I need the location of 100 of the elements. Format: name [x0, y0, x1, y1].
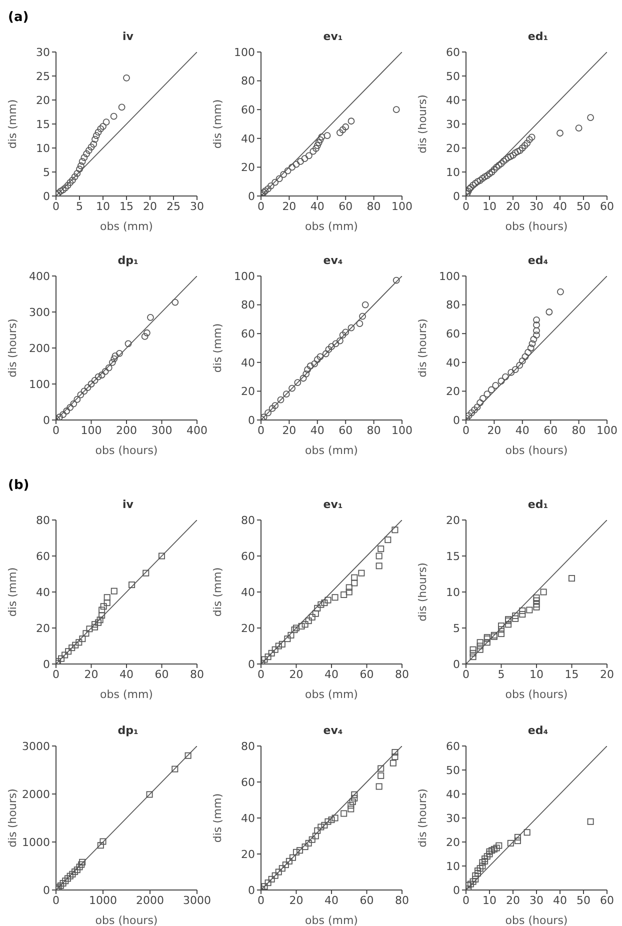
point — [351, 791, 358, 798]
x-tick-label: 0 — [462, 894, 470, 907]
point — [267, 182, 274, 190]
point — [71, 173, 78, 180]
y-tick-label: 10 — [446, 586, 460, 599]
point — [348, 118, 355, 125]
point — [314, 356, 321, 363]
x-tick-label: 0 — [52, 200, 60, 213]
point — [289, 854, 296, 861]
x-tick-label: 400 — [186, 424, 208, 437]
point — [507, 840, 514, 846]
point — [300, 374, 307, 382]
point — [184, 752, 192, 759]
point — [342, 328, 350, 336]
point — [84, 384, 92, 392]
point — [88, 144, 95, 150]
y-tick-label: 20 — [241, 385, 255, 398]
point — [95, 619, 102, 626]
chart-title: iv — [122, 498, 134, 511]
point — [305, 618, 312, 624]
x-tick-label: 50 — [576, 200, 590, 213]
point — [351, 574, 358, 581]
point — [60, 411, 66, 418]
point — [392, 526, 398, 534]
point — [512, 615, 519, 622]
point — [488, 386, 495, 394]
y-tick-label: 25 — [36, 70, 50, 83]
y-tick-label: 60 — [241, 776, 255, 789]
point — [348, 806, 354, 812]
y-tick-label: 30 — [446, 118, 460, 131]
point — [476, 865, 484, 872]
point — [392, 749, 398, 756]
x-axis-title: obs (hours) — [505, 220, 568, 233]
point — [108, 358, 116, 366]
point — [348, 324, 355, 332]
point — [526, 136, 533, 144]
point — [500, 158, 508, 165]
y-tick-label: 60 — [241, 104, 255, 117]
point — [65, 648, 72, 655]
point — [92, 132, 100, 139]
x-tick-label: 40 — [553, 200, 567, 213]
point — [498, 160, 505, 168]
point — [60, 880, 66, 887]
point — [311, 360, 318, 368]
point — [172, 766, 178, 772]
point — [516, 146, 524, 154]
point — [498, 630, 504, 638]
y-tick-label: 10 — [446, 860, 460, 873]
y-axis-title: dis (mm) — [6, 567, 19, 617]
point — [340, 810, 348, 817]
point — [60, 186, 66, 194]
point — [376, 562, 382, 570]
y-tick-label: 20 — [241, 622, 255, 635]
point — [83, 150, 90, 158]
point — [110, 355, 118, 362]
point — [378, 546, 384, 552]
point — [74, 866, 80, 874]
point — [512, 149, 519, 156]
point — [58, 655, 65, 662]
point — [63, 408, 70, 414]
x-tick-label: 20 — [600, 668, 614, 681]
point — [470, 646, 476, 653]
point — [495, 162, 502, 169]
point — [493, 844, 500, 852]
point — [308, 836, 316, 843]
y-tick-label: 40 — [241, 356, 255, 370]
point — [172, 298, 179, 306]
point — [526, 606, 533, 614]
x-tick-label: 100 — [392, 200, 412, 213]
point — [342, 123, 350, 130]
point — [288, 632, 294, 638]
y-tick-label: 0 — [248, 414, 255, 427]
x-tick-label: 0 — [258, 424, 264, 437]
point — [481, 173, 488, 180]
chart-title: ev₁ — [322, 498, 344, 511]
x-tick-label: 60 — [338, 424, 353, 437]
point — [546, 308, 553, 316]
x-tick-label: 20 — [282, 200, 296, 213]
y-tick-label: 20 — [446, 836, 460, 849]
y-tick-label: 50 — [446, 764, 460, 777]
point — [76, 166, 83, 173]
y-tick-label: 5 — [43, 166, 50, 179]
point — [275, 642, 282, 650]
x-tick-label: 0 — [462, 424, 470, 437]
y-axis-title: dis (mm) — [210, 99, 224, 149]
x-tick-label: 60 — [154, 668, 169, 681]
point — [318, 601, 324, 608]
point — [476, 642, 484, 650]
point — [146, 791, 153, 798]
point — [392, 106, 400, 114]
y-axis-title: dis (hours) — [416, 318, 429, 378]
y-tick-label: 40 — [241, 812, 255, 825]
y-tick-label: 0 — [453, 414, 460, 427]
chart-title: ed₁ — [526, 498, 550, 511]
y-tick-label: 60 — [241, 550, 255, 563]
point — [77, 391, 84, 398]
point — [85, 146, 92, 154]
x-tick-label: 20 — [506, 894, 520, 907]
y-tick-label: 80 — [241, 740, 255, 753]
y-tick-label: 100 — [234, 46, 255, 59]
